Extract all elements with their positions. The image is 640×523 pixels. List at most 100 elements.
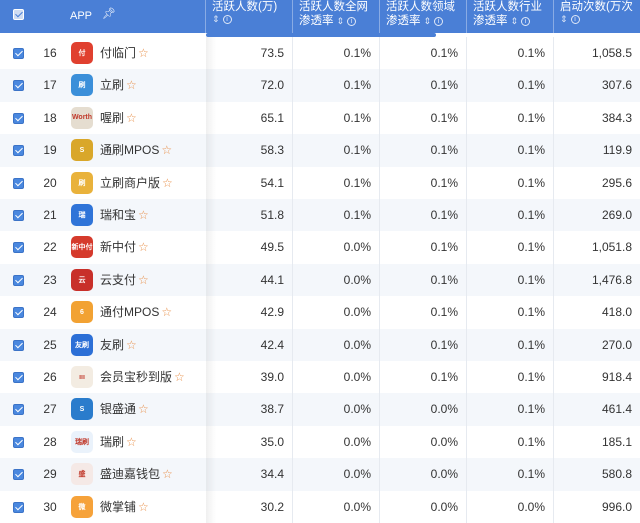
col-header-industry-penetration[interactable]: 活跃人数行业 渗透率 ⇕ i: [467, 0, 553, 33]
app-name-cell[interactable]: 新中付 ☆: [100, 231, 149, 264]
table-row[interactable]: 25 友刷 友刷 ☆ 42.4 0.0% 0.1% 0.1% 270.0: [0, 328, 640, 362]
app-name[interactable]: 盛迪嘉钱包: [100, 467, 161, 482]
table-row[interactable]: 17 刷 立刷 ☆ 72.0 0.1% 0.1% 0.1% 307.6: [0, 69, 640, 103]
app-name[interactable]: 通刷MPOS: [100, 143, 160, 158]
sort-icon[interactable]: ⇕: [336, 16, 345, 26]
sort-icon[interactable]: ⇕: [212, 14, 220, 24]
row-checkbox[interactable]: [13, 404, 24, 416]
row-checkbox[interactable]: [13, 112, 24, 124]
pin-icon[interactable]: 📌︎: [102, 8, 116, 20]
row-checkbox[interactable]: [13, 177, 24, 189]
app-name[interactable]: 银盛通: [100, 402, 137, 417]
col-header-domain-penetration[interactable]: 活跃人数领域 渗透率 ⇕ i: [380, 0, 466, 33]
row-checkbox[interactable]: [13, 145, 24, 157]
app-name-cell[interactable]: 微掌铺 ☆: [100, 491, 149, 523]
row-checkbox[interactable]: [13, 307, 24, 319]
table-row[interactable]: 16 付 付临门 ☆ 73.5 0.1% 0.1% 0.1% 1,058.5: [0, 37, 640, 70]
row-checkbox[interactable]: [13, 80, 24, 92]
star-icon[interactable]: ☆: [162, 467, 173, 482]
row-checkbox[interactable]: [13, 469, 24, 481]
table-row[interactable]: 22 新中付 新中付 ☆ 49.5 0.0% 0.1% 0.1% 1,051.8: [0, 231, 640, 265]
app-name[interactable]: 立刷: [100, 78, 125, 93]
star-icon[interactable]: ☆: [138, 208, 149, 222]
app-name-cell[interactable]: 立刷 ☆: [100, 69, 137, 102]
sort-icon[interactable]: ⇕: [560, 14, 568, 24]
app-name[interactable]: 新中付: [100, 240, 137, 255]
app-name-cell[interactable]: 云支付 ☆: [100, 264, 149, 297]
select-all-checkbox[interactable]: [13, 9, 24, 20]
launches-cell: 996.0: [601, 499, 632, 514]
table-row[interactable]: 24 6 通付MPOS ☆ 42.9 0.0% 0.1% 0.1% 418.0: [0, 296, 640, 330]
star-icon[interactable]: ☆: [138, 402, 149, 417]
info-icon[interactable]: i: [521, 17, 531, 26]
row-checkbox[interactable]: [13, 436, 24, 448]
app-name-cell[interactable]: 盛迪嘉钱包 ☆: [100, 458, 173, 491]
table-row[interactable]: 19 S 通刷MPOS ☆ 58.3 0.1% 0.1% 0.1% 119.9: [0, 134, 640, 168]
app-name-cell[interactable]: 立刷商户版 ☆: [100, 167, 173, 200]
star-icon[interactable]: ☆: [161, 143, 173, 158]
star-icon[interactable]: ☆: [161, 305, 173, 320]
info-icon[interactable]: i: [347, 17, 357, 26]
row-checkbox[interactable]: [13, 48, 24, 59]
domain-penetration-cell: 0.1%: [430, 240, 458, 255]
row-checkbox[interactable]: [13, 501, 24, 513]
app-name[interactable]: 喔刷: [100, 110, 125, 125]
rank-cell: 28: [43, 434, 57, 449]
app-name-cell[interactable]: 银盛通 ☆: [100, 393, 149, 426]
table-row[interactable]: 26 ııı 会员宝秒到版 ☆ 39.0 0.0% 0.1% 0.1% 918.4: [0, 361, 640, 394]
app-name-cell[interactable]: 付临门 ☆: [100, 37, 149, 70]
table-row[interactable]: 27 S 银盛通 ☆ 38.7 0.0% 0.0% 0.1% 461.4: [0, 393, 640, 427]
app-name[interactable]: 友刷: [100, 337, 125, 352]
app-name-cell[interactable]: 通刷MPOS ☆: [100, 134, 172, 167]
table-row[interactable]: 23 云 云支付 ☆ 44.1 0.0% 0.1% 0.1% 1,476.8: [0, 263, 640, 297]
star-icon[interactable]: ☆: [138, 46, 149, 60]
star-icon[interactable]: ☆: [138, 499, 149, 514]
app-name-cell[interactable]: 通付MPOS ☆: [100, 296, 172, 329]
star-icon[interactable]: ☆: [138, 272, 149, 287]
launches-cell: 1,058.5: [591, 46, 632, 60]
sort-icon[interactable]: ⇕: [423, 16, 432, 26]
star-icon[interactable]: ☆: [126, 78, 137, 93]
star-icon[interactable]: ☆: [126, 434, 137, 449]
table-row[interactable]: 21 瑞 瑞和宝 ☆ 51.8 0.1% 0.1% 0.1% 269.0: [0, 199, 640, 232]
star-icon[interactable]: ☆: [126, 337, 137, 352]
table-row[interactable]: 28 瑞刷 瑞刷 ☆ 35.0 0.0% 0.0% 0.1% 185.1: [0, 425, 640, 459]
sort-icon[interactable]: ⇕: [510, 16, 519, 26]
info-icon[interactable]: i: [570, 15, 580, 24]
table-row[interactable]: 18 Worth 喔刷 ☆ 65.1 0.1% 0.1% 0.1% 384.3: [0, 101, 640, 135]
app-column-header[interactable]: APP 📌︎: [64, 0, 124, 33]
app-name[interactable]: 会员宝秒到版: [100, 370, 173, 384]
app-name[interactable]: 微掌铺: [100, 499, 137, 514]
app-name-cell[interactable]: 喔刷 ☆: [100, 102, 137, 135]
row-checkbox[interactable]: [13, 372, 24, 383]
app-name-cell[interactable]: 瑞刷 ☆: [100, 426, 137, 459]
table-row[interactable]: 20 刷 立刷商户版 ☆ 54.1 0.1% 0.1% 0.1% 295.6: [0, 166, 640, 200]
table-row[interactable]: 30 微 微掌铺 ☆ 30.2 0.0% 0.0% 0.0% 996.0: [0, 490, 640, 523]
star-icon[interactable]: ☆: [126, 110, 137, 125]
info-icon[interactable]: i: [222, 15, 232, 24]
app-name[interactable]: 瑞和宝: [100, 208, 137, 222]
row-checkbox[interactable]: [13, 339, 24, 351]
active-users-cell: 30.2: [260, 499, 284, 514]
info-icon[interactable]: i: [434, 17, 444, 26]
app-name-cell[interactable]: 瑞和宝 ☆: [100, 199, 149, 232]
horizontal-scrollbar[interactable]: [206, 33, 436, 37]
col-header-launches[interactable]: 启动次数(万次 ⇕ i: [554, 0, 640, 33]
row-checkbox[interactable]: [13, 210, 24, 221]
table-row[interactable]: 29 盛 盛迪嘉钱包 ☆ 34.4 0.0% 0.0% 0.1% 580.8: [0, 458, 640, 492]
app-name-cell[interactable]: 友刷 ☆: [100, 329, 137, 362]
star-icon[interactable]: ☆: [174, 370, 185, 384]
app-name[interactable]: 瑞刷: [100, 434, 125, 449]
col-header-net-penetration[interactable]: 活跃人数全网 渗透率 ⇕ i: [293, 0, 379, 33]
col-header-active[interactable]: 活跃人数(万) ⇕ i: [206, 0, 292, 33]
row-checkbox[interactable]: [13, 274, 24, 286]
app-name[interactable]: 云支付: [100, 272, 137, 287]
app-name[interactable]: 通付MPOS: [100, 305, 160, 320]
star-icon[interactable]: ☆: [162, 175, 173, 190]
row-checkbox[interactable]: [13, 242, 24, 254]
app-name[interactable]: 付临门: [100, 46, 137, 60]
app-name[interactable]: 立刷商户版: [100, 175, 161, 190]
app-name-cell[interactable]: 会员宝秒到版 ☆: [100, 361, 185, 394]
star-icon[interactable]: ☆: [138, 240, 149, 255]
